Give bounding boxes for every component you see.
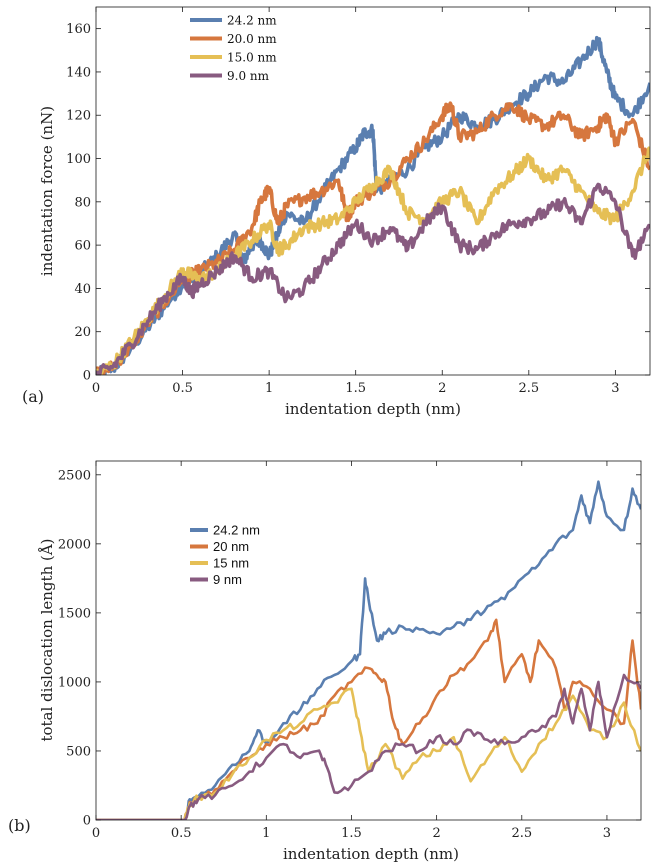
panel-b-ticks: 0 0.5 1 1.5 2 2.5 3 0 500 1000 1500 2000 2500 <box>58 461 641 841</box>
panel-b-series-line-3 <box>96 687 641 820</box>
panel-a-series-line-3 <box>96 146 650 375</box>
panel-b-series-line-4 <box>96 673 641 820</box>
panel-a-x-tick-label: 1 <box>265 381 273 396</box>
panel-a-y-tick-label: 160 <box>66 22 91 37</box>
panel-b-x-tick-label: 2 <box>432 826 440 841</box>
panel-b-axes-frame <box>95 460 642 821</box>
panel-b-y-tick-label: 2500 <box>58 468 91 483</box>
panel-b: 0 0.5 1 1.5 2 2.5 3 0 500 1000 1500 2000 2500 24.2 n… <box>8 460 642 863</box>
panel-a-y-tick-label: 120 <box>66 109 91 124</box>
panel-a-y-tick-label: 60 <box>74 239 91 254</box>
panel-b-y-axis-label: total dislocation length (Å) <box>38 538 56 741</box>
panel-a-y-tick-label: 80 <box>74 195 91 210</box>
panel-b-y-tick-label: 1000 <box>58 675 91 690</box>
panel-b-legend-label: 15 nm <box>213 556 249 571</box>
panel-a-x-axis-label: indentation depth (nm) <box>285 400 461 418</box>
panel-b-legend-label: 9 nm <box>213 572 242 587</box>
panel-b-x-axis-label: indentation depth (nm) <box>283 845 459 863</box>
panel-b-series-group <box>96 480 641 820</box>
panel-b-x-tick-label: 0.5 <box>171 826 192 841</box>
panel-a-series-group <box>96 35 650 375</box>
panel-a-y-tick-label: 0 <box>83 369 91 384</box>
panel-a-x-tick-label: 2 <box>438 381 446 396</box>
panel-a-legend-label: 9.0 nm <box>227 69 270 83</box>
panel-a-legend-label: 20.0 nm <box>227 32 277 46</box>
panel-a-x-tick-label: 1.5 <box>345 381 366 396</box>
panel-a-series-line-4 <box>96 182 650 375</box>
panel-a-y-axis-label: indentation force (nN) <box>38 106 56 276</box>
panel-b-y-tick-label: 0 <box>83 814 91 829</box>
panel-a-axes-frame <box>95 6 651 376</box>
panel-b-x-tick-label: 2.5 <box>511 826 532 841</box>
panel-a-legend-label: 24.2 nm <box>227 14 277 28</box>
panel-b-x-tick-label: 0 <box>92 826 100 841</box>
panel-b-label: (b) <box>8 816 31 835</box>
panel-b-y-tick-label: 2000 <box>58 537 91 552</box>
panel-a-y-tick-label: 100 <box>66 152 91 167</box>
panel-b-series-line-1 <box>96 480 641 820</box>
panel-b-legend-label: 20 nm <box>213 539 249 554</box>
panel-b-x-tick-label: 1.5 <box>341 826 362 841</box>
panel-b-x-tick-label: 3 <box>603 826 611 841</box>
panel-b-legend-label: 24.2 nm <box>213 523 260 538</box>
panel-a-y-tick-label: 140 <box>66 65 91 80</box>
panel-a-label: (a) <box>22 387 44 406</box>
panel-a-x-tick-label: 3 <box>611 381 619 396</box>
panel-a-x-tick-label: 0.5 <box>172 381 193 396</box>
panel-a-y-tick-label: 20 <box>74 325 91 340</box>
panel-a-legend-label: 15.0 nm <box>227 51 277 65</box>
panel-a-y-tick-label: 40 <box>74 282 91 297</box>
panel-b-y-tick-label: 500 <box>66 744 91 759</box>
panel-a-legend: 24.2 nm 20.0 nm 15.0 nm 9.0 nm <box>190 14 277 83</box>
panel-a-ticks: 0 0.5 1 1.5 2 2.5 3 0 20 40 60 80 100 120 140 160 <box>66 7 650 396</box>
panel-a: 0 0.5 1 1.5 2 2.5 3 0 20 40 60 80 100 120 140 160 24.2 … <box>22 6 651 418</box>
panel-a-x-tick-label: 2.5 <box>518 381 539 396</box>
panel-b-y-tick-label: 1500 <box>58 606 91 621</box>
panel-a-x-tick-label: 0 <box>92 381 100 396</box>
panel-b-x-tick-label: 1 <box>262 826 270 841</box>
panel-b-plot-area <box>96 461 641 820</box>
